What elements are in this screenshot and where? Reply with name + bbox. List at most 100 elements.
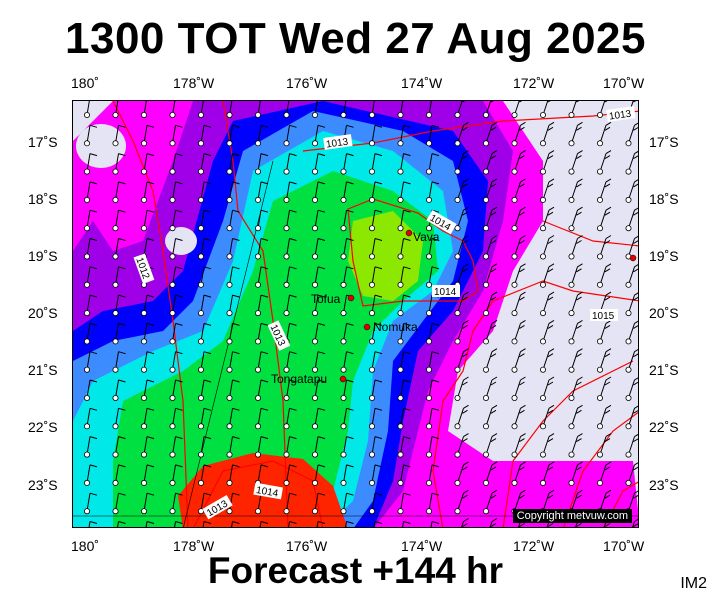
wind-barb-staff <box>200 464 212 483</box>
wind-barb-staff <box>200 101 204 116</box>
wind-barb-staff <box>286 209 297 229</box>
wind-barb-station <box>511 253 518 260</box>
wind-barb-staff <box>172 124 183 144</box>
wind-barb <box>226 238 240 260</box>
wind-barb-staff <box>229 436 240 455</box>
wind-barb-staff <box>314 181 326 200</box>
wind-barb-staff <box>200 351 212 370</box>
isobar-label-box: 1015 <box>590 309 618 322</box>
wind-barb-staff <box>115 153 126 172</box>
wind-barb-station <box>198 479 205 486</box>
wind-barb-station <box>539 310 546 317</box>
wind-barb-station <box>454 479 461 486</box>
wind-barb-staff <box>115 322 126 342</box>
wind-barb-station <box>597 451 604 458</box>
rain-band-yellowgreen <box>348 211 423 301</box>
wind-barb <box>311 436 326 458</box>
wind-barb-station <box>340 310 347 317</box>
wind-barb-station <box>368 111 375 118</box>
wind-barb-station <box>597 479 604 486</box>
wind-barb-staff <box>514 291 526 314</box>
wind-barb-station <box>425 225 432 232</box>
wind-barb <box>112 294 126 317</box>
wind-barb-staff <box>200 209 212 229</box>
wind-barb-station <box>112 338 119 345</box>
wind-barb <box>397 294 411 317</box>
wind-barb-station <box>198 111 205 118</box>
wind-barb-staff <box>628 433 638 455</box>
wind-barb-staff <box>542 348 555 370</box>
wind-barb <box>283 407 297 430</box>
wind-barb-staff <box>571 121 583 144</box>
wind-barb <box>568 433 583 458</box>
wind-barb <box>141 153 155 175</box>
wind-barb-staff <box>400 492 411 512</box>
isobars <box>112 101 638 527</box>
wind-barb-station <box>482 366 489 373</box>
wind-barb-staff <box>314 294 326 314</box>
wind-barb-station <box>254 394 261 401</box>
wind-barb-station <box>539 366 546 373</box>
image-code: IM2 <box>680 575 707 592</box>
wind-barb <box>597 433 612 458</box>
wind-barb-staff <box>172 351 183 370</box>
wind-barb <box>112 407 126 430</box>
wind-barb <box>425 266 440 288</box>
wind-barb-staff <box>428 351 440 370</box>
wind-barb <box>141 492 155 515</box>
wind-barb-station <box>368 168 375 175</box>
wind-barb <box>368 266 383 288</box>
wind-barb-station <box>425 253 432 260</box>
wind-barb-staff <box>428 436 440 455</box>
wind-barb-staff <box>485 121 498 144</box>
wind-barb <box>368 124 383 147</box>
wind-barb-station <box>368 508 375 515</box>
wind-barb-staff <box>115 464 126 483</box>
wind-barb-station <box>83 168 90 175</box>
wind-barb-staff <box>200 266 212 285</box>
wind-barb <box>141 351 155 373</box>
wind-barb <box>368 101 375 118</box>
wind-barb <box>340 266 354 288</box>
wind-barb-staff <box>571 433 583 455</box>
wind-barb-staff <box>314 492 326 512</box>
wind-barb <box>340 407 354 430</box>
wind-barb-staff <box>599 206 612 229</box>
wind-barb-station <box>425 140 432 147</box>
wind-barb-station <box>454 338 461 345</box>
wind-barb-staff <box>200 407 212 427</box>
wind-barb-station <box>568 140 575 147</box>
lat-label-left: 21˚S <box>28 362 58 378</box>
wind-barb-staff <box>571 150 583 172</box>
wind-barb-staff <box>457 263 469 285</box>
wind-barb-station <box>226 225 233 232</box>
wind-barb <box>83 351 98 373</box>
wind-barb-staff <box>628 490 638 512</box>
wind-barb <box>141 124 155 147</box>
wind-barb <box>340 101 347 118</box>
wind-barb <box>632 518 638 527</box>
wind-barb <box>425 238 440 260</box>
wind-barb-staff <box>428 181 440 200</box>
wind-barb-station <box>625 394 632 401</box>
wind-barb-station <box>511 479 518 486</box>
wind-barb-station <box>397 281 404 288</box>
wind-barb-staff <box>200 181 212 200</box>
wind-barb-station <box>539 196 546 203</box>
wind-barb-station <box>112 253 119 260</box>
wind-barb <box>511 461 526 486</box>
wind-barb <box>397 379 411 401</box>
wind-barb-station <box>597 366 604 373</box>
wind-barb-staff <box>371 464 383 483</box>
wind-barb-staff <box>371 124 383 144</box>
wind-barb-staff <box>343 407 354 427</box>
wind-barb-station <box>83 394 90 401</box>
wind-barb <box>283 492 297 515</box>
wind-barb <box>368 153 383 175</box>
wind-barb <box>454 235 469 260</box>
wind-barb-station <box>112 479 119 486</box>
wind-barb-station <box>83 281 90 288</box>
wind-barb-station <box>482 394 489 401</box>
wind-barb-staff <box>599 263 612 285</box>
wind-barb-staff <box>371 266 383 285</box>
